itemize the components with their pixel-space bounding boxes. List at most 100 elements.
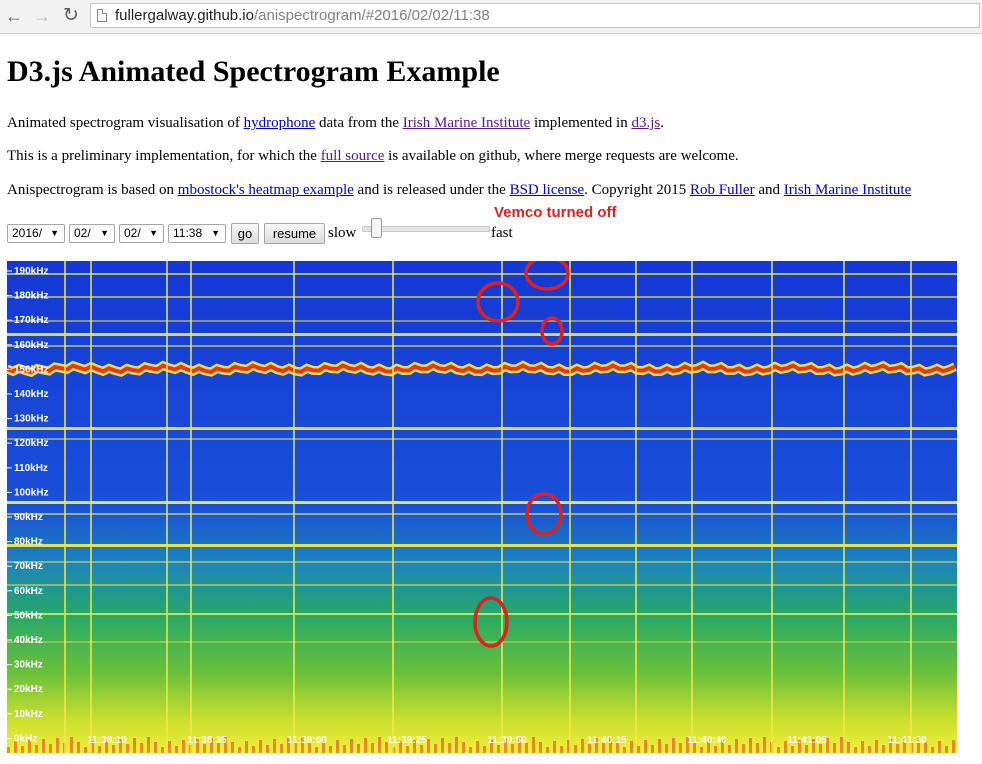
y-tick-label: 160kHz — [14, 340, 48, 351]
license-paragraph: Anispectrogram is based on mbostock's he… — [7, 182, 911, 199]
frequency-band — [7, 561, 957, 563]
noise-mark — [525, 743, 528, 753]
frequency-band — [7, 320, 957, 322]
hydrophone-link[interactable]: hydrophone — [243, 115, 316, 131]
noise-mark — [889, 739, 892, 753]
noise-mark — [497, 745, 500, 753]
day-select[interactable]: 02/ ▼ — [119, 224, 164, 243]
mbostock-heatmap-link[interactable]: mbostock's heatmap example — [177, 182, 354, 198]
noise-mark — [728, 745, 731, 753]
year-value: 2016/ — [12, 226, 43, 240]
forward-arrow-icon[interactable]: → — [33, 6, 51, 26]
para3-text-1: Anispectrogram is based on — [7, 182, 178, 198]
noise-mark — [196, 739, 199, 753]
hot-band — [7, 363, 956, 375]
y-tick-label: 110kHz — [14, 463, 48, 474]
frequency-band — [7, 438, 957, 440]
noise-mark — [798, 740, 801, 753]
noise-mark — [35, 745, 38, 753]
noise-mark — [399, 741, 402, 753]
annotation-note: Vemco turned off — [494, 204, 617, 221]
noise-mark — [945, 746, 948, 753]
source-paragraph: This is a preliminary implementation, fo… — [7, 148, 739, 165]
noise-mark — [84, 747, 87, 753]
irish-marine-institute-link[interactable]: Irish Marine Institute — [402, 115, 531, 131]
dropdown-arrow-icon: ▼ — [149, 228, 158, 238]
frequency-band — [7, 296, 957, 298]
page-title: D3.js Animated Spectrogram Example — [7, 55, 500, 88]
noise-mark — [406, 746, 409, 753]
noise-mark — [700, 747, 703, 753]
noise-mark — [182, 740, 185, 753]
noise-mark — [686, 737, 689, 753]
noise-mark — [455, 737, 458, 753]
noise-mark — [266, 745, 269, 753]
para1-text-1: Animated spectrogram visualisation of — [7, 115, 244, 131]
url-path: /anispectrogram/#2016/02/02/11:38 — [253, 7, 490, 24]
speed-slider-thumb[interactable] — [371, 218, 383, 238]
x-tick-label: 11:39:00 — [287, 735, 327, 746]
noise-mark — [245, 741, 248, 753]
noise-mark — [938, 741, 941, 753]
pulse-line — [166, 261, 168, 753]
noise-mark — [315, 747, 318, 753]
noise-mark — [819, 744, 822, 753]
pulse-line — [691, 261, 693, 753]
noise-mark — [231, 742, 234, 753]
speed-slider-track[interactable] — [362, 226, 490, 232]
noise-mark — [637, 746, 640, 753]
year-select[interactable]: 2016/ ▼ — [7, 224, 65, 243]
noise-mark — [847, 742, 850, 753]
noise-mark — [413, 740, 416, 753]
x-tick-label: 11:38:10 — [87, 735, 127, 746]
noise-mark — [77, 742, 80, 753]
noise-mark — [651, 745, 654, 753]
spectrogram-background — [7, 261, 957, 753]
noise-mark — [301, 737, 304, 753]
noise-mark — [210, 738, 213, 753]
noise-mark — [644, 740, 647, 753]
reload-icon[interactable]: ↻ — [63, 5, 79, 26]
frequency-band — [7, 501, 957, 504]
time-select[interactable]: 11:38 ▼ — [168, 224, 226, 243]
rob-fuller-link[interactable]: Rob Fuller — [690, 182, 755, 198]
noise-mark — [273, 739, 276, 753]
bsd-license-link[interactable]: BSD license — [509, 182, 585, 198]
annotation-circle — [540, 316, 564, 346]
noise-mark — [49, 744, 52, 753]
noise-mark — [364, 738, 367, 753]
para1-text-2: data from the — [315, 115, 403, 131]
noise-mark — [126, 744, 129, 753]
noise-mark — [259, 740, 262, 753]
address-bar[interactable]: fullergalway.github.io/anispectrogram/#2… — [90, 3, 980, 28]
irish-marine-institute-link-2[interactable]: Irish Marine Institute — [783, 182, 912, 198]
noise-mark — [574, 745, 577, 753]
month-select[interactable]: 02/ ▼ — [69, 224, 115, 243]
noise-mark — [161, 747, 164, 753]
full-source-link[interactable]: full source — [320, 148, 385, 164]
x-tick-label: 11:40:15 — [587, 735, 627, 746]
pulse-line — [569, 261, 571, 753]
noise-mark — [854, 747, 857, 753]
noise-mark — [749, 738, 752, 753]
noise-mark — [441, 738, 444, 753]
para3-text-2: and is released under the — [353, 182, 510, 198]
back-arrow-icon[interactable]: ← — [5, 6, 23, 26]
noise-mark — [931, 747, 934, 753]
noise-mark — [91, 741, 94, 753]
noise-mark — [371, 743, 374, 753]
x-tick-label: 11:40:40 — [687, 735, 727, 746]
go-button[interactable]: go — [231, 223, 259, 244]
noise-mark — [763, 737, 766, 753]
d3js-link[interactable]: d3.js — [631, 115, 661, 131]
pulse-line — [293, 261, 295, 753]
resume-button[interactable]: resume — [264, 223, 325, 244]
spectrogram: 190kHz 180kHz 170kHz 160kHz 150kHz 140kHz 130k… — [7, 261, 957, 753]
noise-mark — [553, 741, 556, 753]
dropdown-arrow-icon: ▼ — [211, 228, 220, 238]
noise-mark — [119, 739, 122, 753]
noise-mark — [791, 746, 794, 753]
noise-mark — [294, 743, 297, 753]
noise-mark — [840, 737, 843, 753]
y-tick-label: 90kHz — [14, 512, 43, 523]
